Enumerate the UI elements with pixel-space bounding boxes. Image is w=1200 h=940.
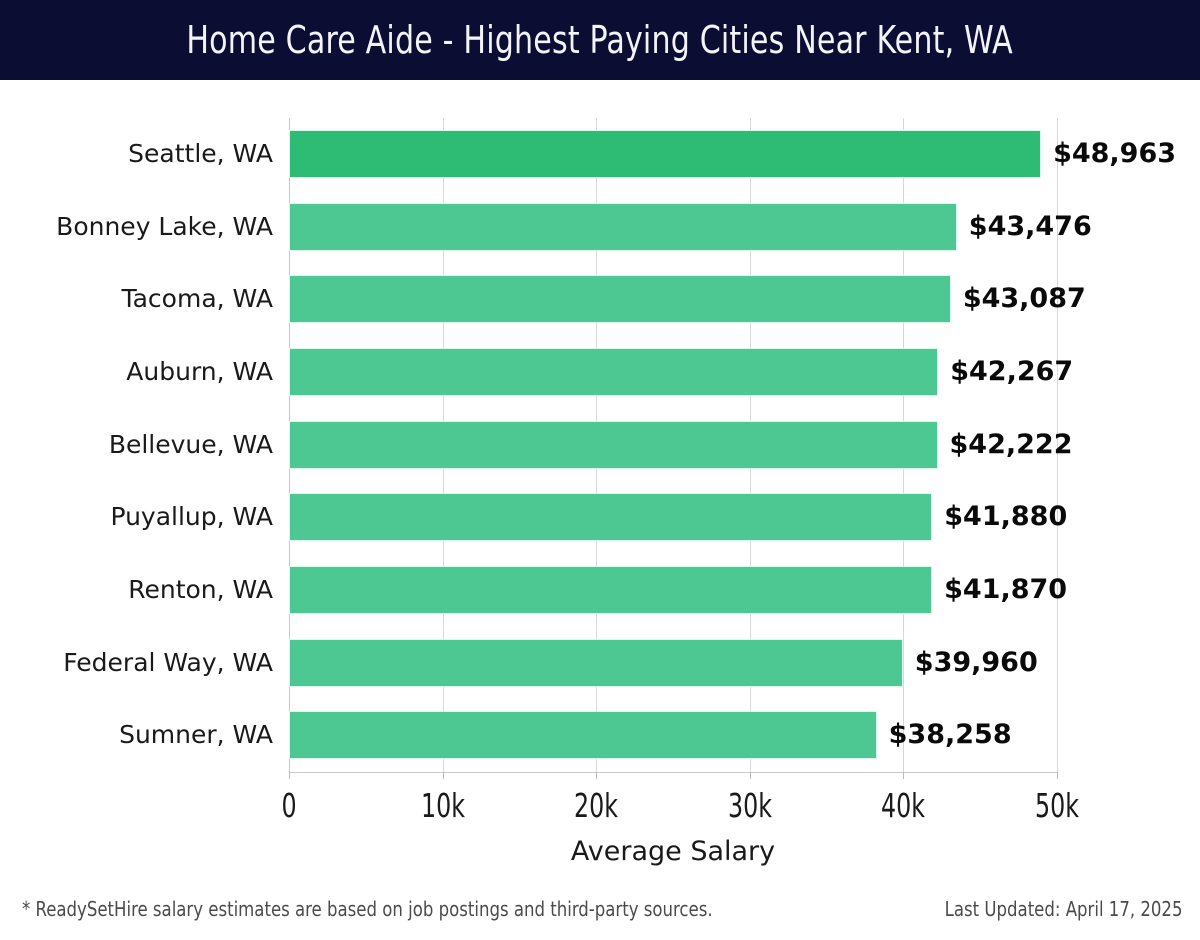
gridline — [1057, 118, 1058, 772]
bar-row[interactable]: $39,960 Federal Way, WA — [63, 627, 1057, 700]
y-axis-category-label: Seattle, WA — [128, 139, 273, 168]
y-axis-category-label: Auburn, WA — [126, 357, 273, 386]
bar[interactable] — [289, 275, 951, 324]
bar[interactable] — [289, 420, 938, 469]
y-axis-category-label: Sumner, WA — [119, 720, 273, 750]
x-axis-tick — [289, 772, 290, 779]
bar[interactable] — [289, 130, 1042, 178]
bar-value-label: $41,870 — [944, 574, 1068, 605]
x-axis-title: Average Salary — [570, 836, 776, 867]
bar[interactable] — [289, 566, 933, 614]
bar-row[interactable]: $43,087 Tacoma, WA — [121, 263, 1086, 336]
page-title: Home Care Aide - Highest Paying Cities N… — [186, 18, 1014, 62]
x-axis-tick-label: 10k — [420, 786, 465, 825]
bar-value-label: $48,963 — [1053, 138, 1177, 169]
chart-header-band: Home Care Aide - Highest Paying Cities N… — [0, 0, 1200, 80]
x-axis-tick — [442, 772, 444, 779]
x-axis-tick-label: 20k — [574, 786, 619, 825]
bar-row[interactable]: $42,222 Bellevue, WA — [109, 409, 1073, 482]
bar-value-label: $39,960 — [914, 646, 1038, 678]
y-axis-category-label: Bonney Lake, WA — [56, 211, 273, 241]
bar-value-label: $43,476 — [968, 210, 1092, 242]
y-axis-category-label: Federal Way, WA — [63, 647, 273, 677]
x-axis-tick-label: 0 — [281, 786, 297, 825]
x-axis-tick — [903, 772, 905, 779]
y-axis-category-label: Tacoma, WA — [121, 284, 273, 314]
bar-value-label: $42,222 — [949, 428, 1073, 460]
bar[interactable] — [289, 202, 957, 251]
x-axis-tick — [596, 772, 598, 779]
x-axis-tick-label: 30k — [727, 786, 772, 825]
footer-last-updated: Last Updated: April 17, 2025 — [944, 897, 1182, 921]
x-axis-tick-label: 40k — [881, 786, 926, 825]
bar-row[interactable]: $43,476 Bonney Lake, WA — [56, 191, 1092, 264]
footer-disclaimer: * ReadySetHire salary estimates are base… — [22, 897, 713, 921]
bar-row[interactable]: $41,870 Renton, WA — [128, 554, 1067, 627]
x-axis-spine — [289, 772, 1057, 773]
bar-row[interactable]: $48,963 Seattle, WA — [128, 118, 1176, 191]
y-axis-category-label: Renton, WA — [128, 575, 273, 604]
bar-row[interactable]: $41,880 Puyallup, WA — [110, 481, 1067, 554]
bar[interactable] — [289, 348, 939, 396]
bar[interactable] — [289, 638, 903, 687]
bar[interactable] — [289, 711, 877, 760]
bar[interactable] — [289, 493, 933, 542]
bar-value-label: $41,880 — [944, 501, 1068, 533]
x-axis-tick — [1057, 772, 1058, 779]
bar-row[interactable]: $42,267 Auburn, WA — [126, 336, 1073, 409]
y-axis-category-label: Bellevue, WA — [108, 429, 273, 459]
bar-row[interactable]: $38,258 Sumner, WA — [119, 699, 1057, 772]
bar-value-label: $43,087 — [962, 283, 1086, 315]
x-axis-tick-label: 50k — [1035, 786, 1079, 825]
bar-value-label: $38,258 — [888, 719, 1012, 751]
y-axis-category-label: Puyallup, WA — [110, 502, 273, 532]
x-axis-tick — [749, 772, 751, 779]
plot-area: $48,963 Seattle, WA $43,476 Bonney Lake, WA… — [56, 118, 1176, 867]
bar-value-label: $42,267 — [950, 356, 1074, 387]
